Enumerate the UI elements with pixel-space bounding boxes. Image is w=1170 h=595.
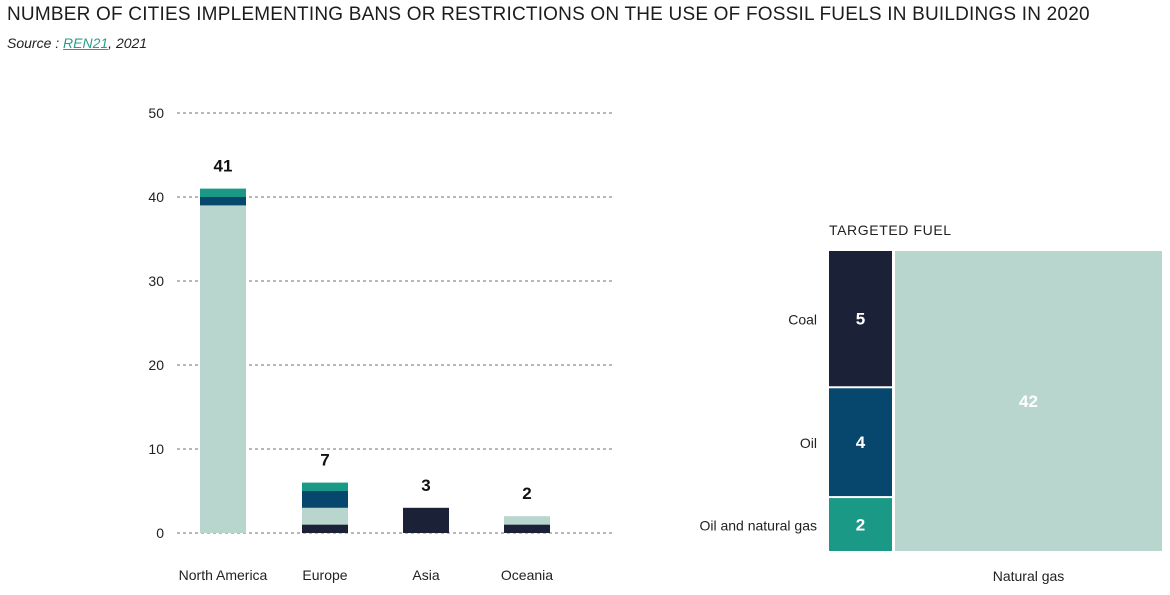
y-tick-label: 10 [148, 441, 164, 457]
treemap-cell-natural-gas [895, 251, 1162, 551]
source-link[interactable]: REN21 [63, 35, 109, 51]
treemap-label: Natural gas [993, 568, 1065, 584]
bar-segment-oceania-coal [504, 524, 550, 533]
x-category-label: Asia [412, 567, 439, 583]
treemap-value: 42 [1019, 392, 1038, 411]
bar-total-label: 41 [214, 157, 233, 176]
treemap-label: Oil and natural gas [699, 518, 817, 534]
y-tick-label: 30 [148, 273, 164, 289]
treemap-value: 4 [856, 433, 866, 452]
treemap-cell-coal [829, 251, 892, 387]
bar-segment-north-america-natural-gas [200, 205, 246, 533]
x-category-label: Oceania [501, 567, 553, 583]
source-prefix: Source : [7, 35, 64, 51]
bar-total-label: 2 [522, 484, 531, 503]
source-line: Source : REN21, 2021 [7, 35, 147, 51]
chart-title: NUMBER OF CITIES IMPLEMENTING BANS OR RE… [7, 4, 1090, 25]
y-tick-label: 40 [148, 189, 164, 205]
bar-segment-europe-oil [302, 491, 348, 508]
treemap-title: TARGETED FUEL [829, 222, 952, 238]
treemap-cell-oil [829, 388, 892, 497]
treemap-value: 5 [856, 310, 865, 329]
treemap-value: 2 [856, 516, 865, 535]
treemap-label: Coal [788, 312, 817, 328]
bar-segment-europe-natural-gas [302, 507, 348, 525]
y-tick-label: 20 [148, 357, 164, 373]
bar-total-label: 3 [421, 476, 430, 495]
bar-segment-europe-coal [302, 524, 348, 533]
treemap-cell-oil-and-natural-gas [829, 498, 892, 551]
x-category-label: Europe [302, 567, 347, 583]
bar-segment-europe-oil-and-natural-gas [302, 482, 348, 491]
x-category-label: North America [179, 567, 268, 583]
bar-segment-north-america-oil [200, 197, 246, 206]
y-tick-label: 0 [156, 525, 164, 541]
bar-segment-asia-coal [403, 507, 449, 533]
bar-segment-north-america-oil-and-natural-gas [200, 188, 246, 197]
treemap-label: Oil [800, 435, 817, 451]
bar-segment-oceania-natural-gas [504, 516, 550, 525]
source-suffix: , 2021 [108, 35, 148, 51]
bar-total-label: 7 [320, 451, 329, 470]
y-tick-label: 50 [148, 105, 164, 121]
